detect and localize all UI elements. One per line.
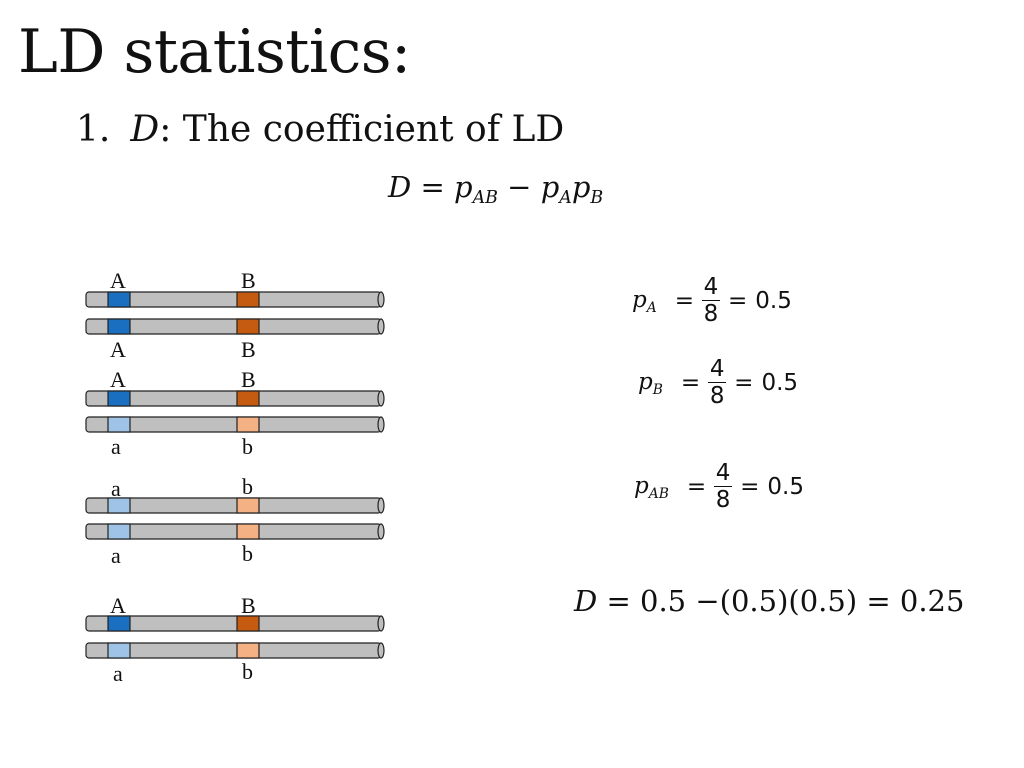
equation-p: p [571,170,591,204]
numerator: 4 [709,356,725,382]
freq-result: 0.5 [755,287,792,314]
allele-label: B [241,593,256,618]
main-equation: D = pAB − pApB [388,170,603,208]
locus-2-allele [236,497,260,514]
freq-sub: B [652,381,663,398]
allele-label: a [111,434,121,459]
chromosome-end-cap [377,642,385,659]
subtitle-number: 1. [76,109,111,150]
locus-1-allele [107,416,131,433]
locus-1-allele [107,390,131,407]
locus-2-allele [236,642,260,659]
locus-2-allele [236,523,260,540]
allele-label: B [241,268,256,293]
d-result-equation: D = 0.5 −(0.5)(0.5) = 0.25 [574,584,964,618]
allele-label: A [110,593,126,618]
denominator: 8 [715,487,731,514]
locus-1-allele [107,642,131,659]
allele-label: b [242,434,253,459]
equation-rhs: = pAB − pApB [420,170,604,209]
subtitle-variable: D [130,109,160,150]
locus-1-allele [107,523,131,540]
equation-lhs: D [388,170,412,204]
allele-label: A [110,367,126,392]
numerator: 4 [703,274,719,300]
allele-label: A [110,337,126,362]
locus-2-allele [236,390,260,407]
chromosome-end-cap [377,390,385,407]
d-expression: = 0.5 −(0.5)(0.5) = 0.25 [606,584,965,618]
equation-sub-b: B [590,188,604,209]
chromosome-end-cap [377,291,385,308]
slide-title: LD statistics: [18,17,411,87]
allele-label: B [241,337,256,362]
chromosome-end-cap [377,497,385,514]
slide-subtitle: 1. D: The coefficient of LD [76,108,564,151]
freq-sub: AB [648,485,669,502]
locus-2-allele [236,318,260,335]
freq-var: p [634,472,649,499]
d-var: D [574,584,598,618]
allele-label: a [111,476,121,501]
locus-2-allele [236,291,260,308]
locus-2-allele [236,615,260,632]
allele-label: b [242,659,253,684]
chromosome-end-cap [377,523,385,540]
chromosome-end-cap [377,318,385,335]
freq-sub: A [646,299,657,316]
equation-sub-a: A [559,188,572,209]
freq-result: 0.5 [761,369,799,396]
freq-var: p [638,368,653,395]
denominator: 8 [709,383,725,410]
locus-1-allele [107,291,131,308]
locus-1-allele [107,318,131,335]
locus-1-allele [107,497,131,514]
chromosome-end-cap [377,416,385,433]
allele-label: b [242,541,253,566]
subtitle-text: : The coefficient of LD [159,109,565,150]
freq-result: 0.5 [767,473,804,500]
numerator: 4 [715,460,731,486]
denominator: 8 [703,301,719,328]
locus-2-allele [236,416,260,433]
equation-sub-ab: AB [472,188,498,209]
locus-1-allele [107,615,131,632]
allele-label: a [113,661,123,686]
allele-label: B [241,367,256,392]
allele-label: b [242,474,253,499]
allele-label: A [110,268,126,293]
allele-label: a [111,543,121,568]
freq-var: p [632,286,647,313]
chromosome-end-cap [377,615,385,632]
